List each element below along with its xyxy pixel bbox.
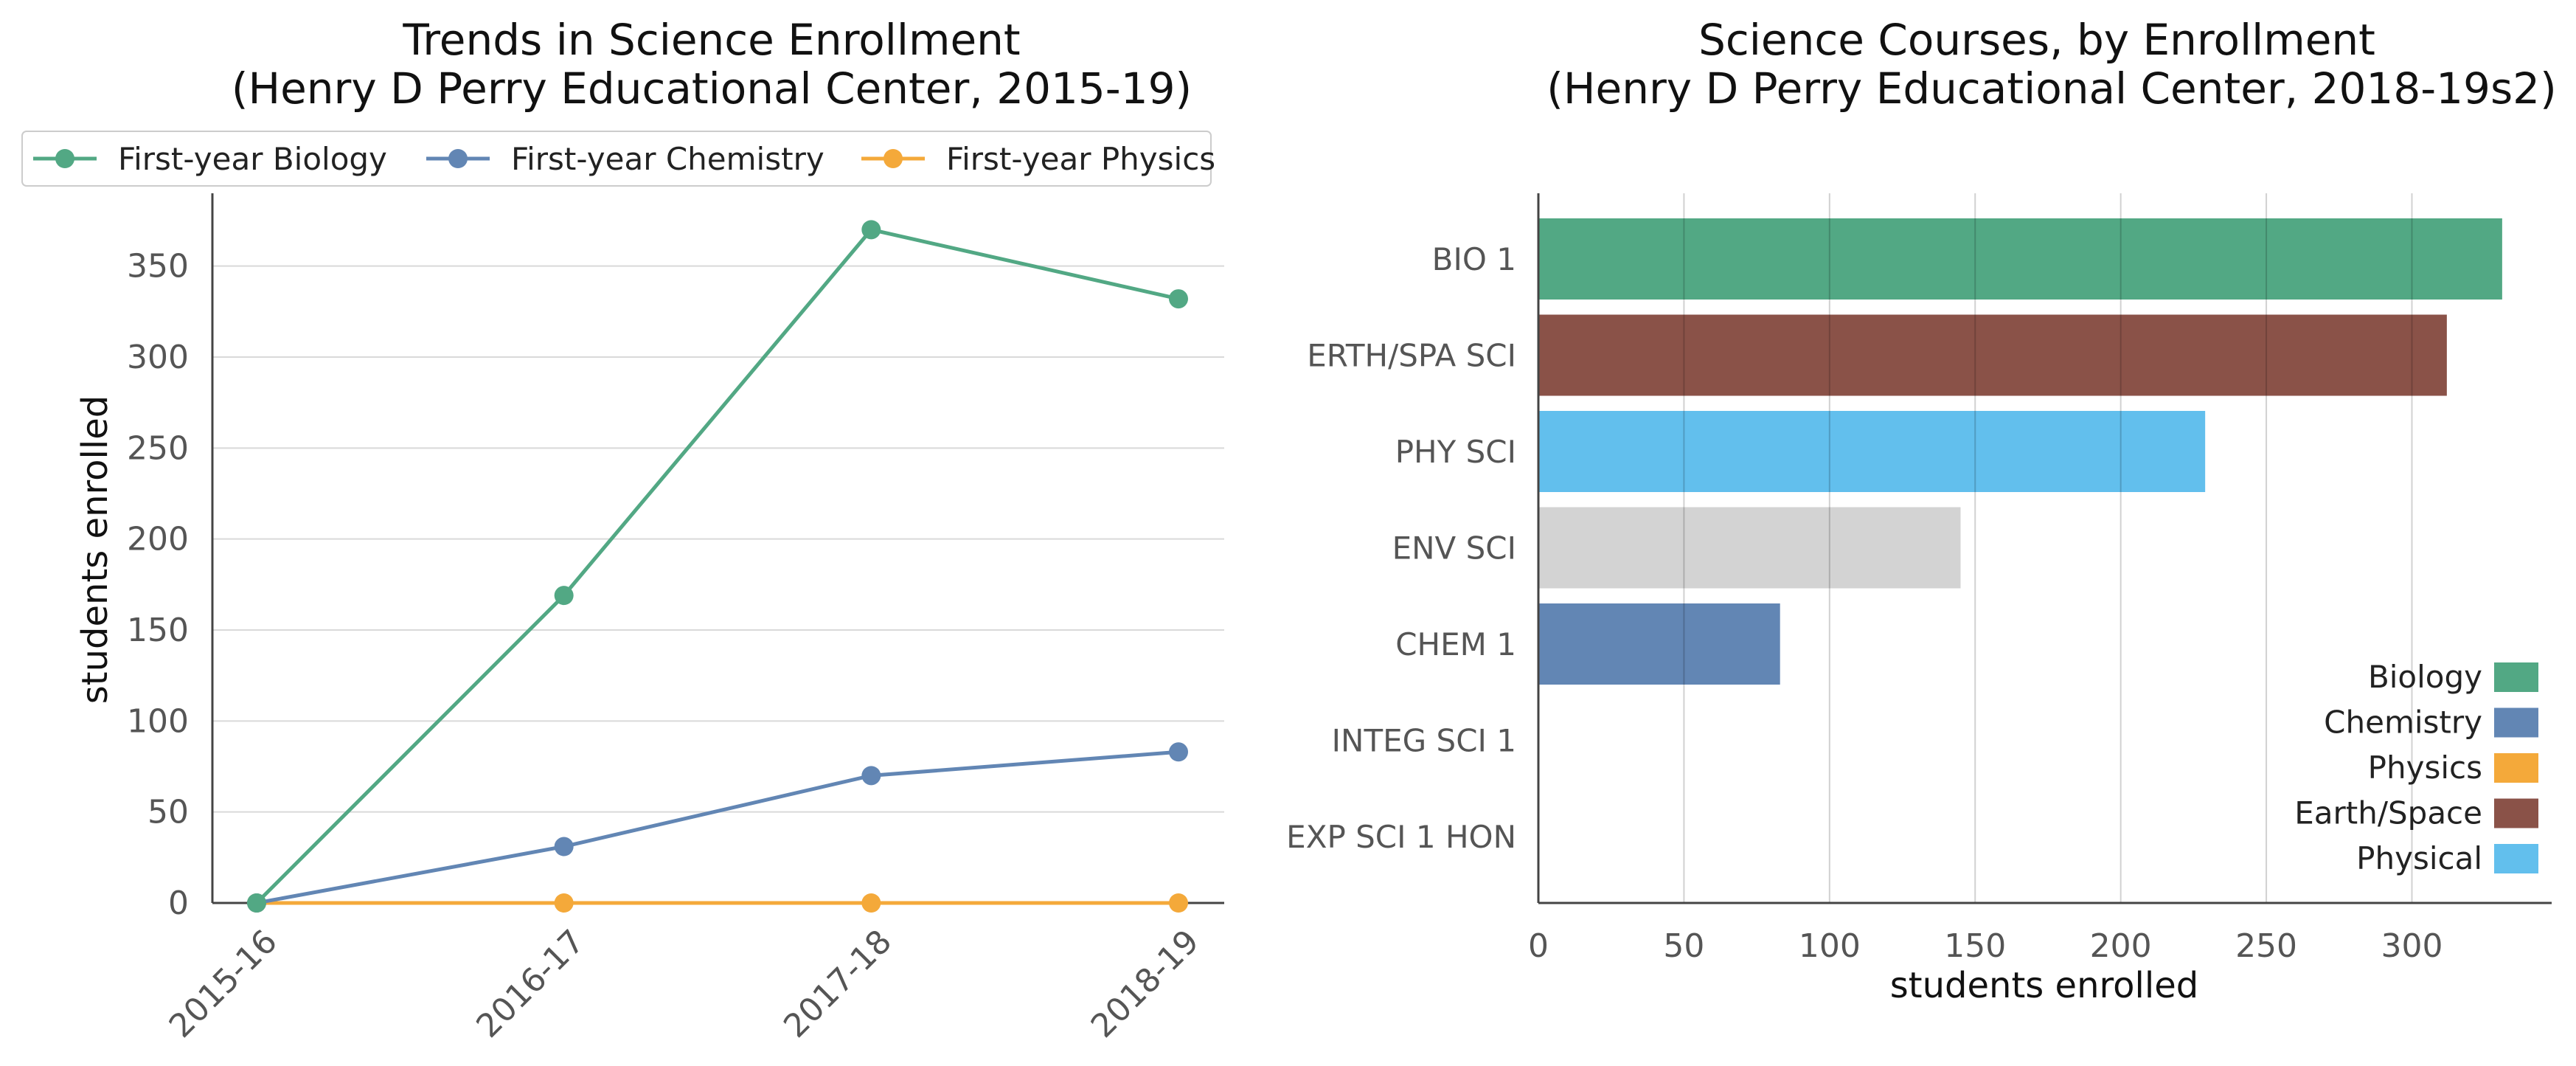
bar <box>1538 314 2447 396</box>
line-chart-y-tick-label: 250 <box>127 429 189 467</box>
bar-chart-x-tick-label: 250 <box>2235 927 2297 965</box>
legend-swatch <box>2494 798 2538 828</box>
bar-chart-category-label: PHY SCI <box>1395 434 1516 470</box>
line-chart-x-tick-label: 2016-17 <box>469 923 591 1045</box>
data-point <box>554 586 574 606</box>
line-chart-y-tick-label: 200 <box>127 521 189 558</box>
data-point <box>247 893 266 913</box>
line-chart-y-tick-label: 150 <box>127 612 189 649</box>
series-first-year-chemistry <box>247 742 1188 913</box>
bar-chart-category-label: ERTH/SPA SCI <box>1307 338 1516 374</box>
line-chart-y-tick-label: 50 <box>147 794 189 831</box>
line-chart-title: Trends in Science Enrollment <box>402 15 1020 65</box>
bar-chart-category-label: INTEG SCI 1 <box>1332 723 1516 759</box>
bar-chart-category-label: CHEM 1 <box>1395 626 1516 662</box>
line-chart-legend: First-year Biology First-year Chemistry Fi… <box>21 131 1215 187</box>
legend-label: First-year Biology <box>118 141 387 177</box>
line-chart-subtitle: (Henry D Perry Educational Center, 2015-… <box>232 63 1192 114</box>
bar-chart-x-tick-label: 200 <box>2090 927 2152 965</box>
line-chart-x-tick-label: 2018-19 <box>1084 923 1207 1045</box>
bar <box>1538 507 1961 589</box>
bar-chart-x-tick-label: 150 <box>1944 927 2006 965</box>
line-chart-y-ticks: 0 50 100 150 200 250 300 350 <box>127 248 189 922</box>
bar-chart-grid <box>1683 193 2413 903</box>
bar-chart-axes <box>1537 193 2552 904</box>
bar <box>1538 218 2502 300</box>
line-chart-series <box>247 220 1188 913</box>
bar-chart-x-axis-label: students enrolled <box>1890 965 2198 1006</box>
bar-chart-title: Science Courses, by Enrollment <box>1698 15 2375 65</box>
legend-marker <box>883 149 903 168</box>
line-chart-x-tick-label: 2015-16 <box>162 923 285 1045</box>
bar-chart-x-tick-label: 300 <box>2381 927 2443 965</box>
bar <box>1538 411 2206 492</box>
line-chart-x-tick-label: 2017-18 <box>777 923 899 1045</box>
data-point <box>1169 289 1188 309</box>
data-point <box>1169 893 1188 913</box>
bar-chart-category-label: BIO 1 <box>1432 241 1516 277</box>
bar-chart-subtitle: (Henry D Perry Educational Center, 2018-… <box>1546 63 2556 114</box>
legend-swatch <box>2494 662 2538 692</box>
legend-swatch <box>2494 753 2538 783</box>
bar-chart-x-tick-label: 0 <box>1528 927 1549 965</box>
data-point <box>1169 742 1188 762</box>
series-first-year-biology <box>247 220 1188 913</box>
legend-swatch <box>2494 844 2538 873</box>
data-point <box>861 766 881 786</box>
bar-chart-x-ticks: 0 50 100 150 200 250 300 <box>1528 927 2443 965</box>
legend-label: Physical <box>2356 840 2482 876</box>
line-chart-y-tick-label: 350 <box>127 248 189 285</box>
series-line <box>256 750 1179 905</box>
line-chart-legend-frame <box>21 131 1212 187</box>
bar-chart-x-tick-label: 100 <box>1799 927 1861 965</box>
series-first-year-physics <box>247 893 1188 913</box>
data-point <box>861 893 881 913</box>
data-point <box>861 220 881 240</box>
line-chart-y-axis-label: students enrolled <box>74 395 116 704</box>
line-chart: Trends in Science Enrollment (Henry D Pe… <box>21 15 1224 1045</box>
legend-label: Chemistry <box>2324 705 2482 741</box>
data-point <box>554 837 574 856</box>
bar-chart-category-label: EXP SCI 1 HON <box>1286 819 1516 855</box>
legend-label: Physics <box>2368 750 2482 786</box>
legend-label: Earth/Space <box>2294 795 2482 831</box>
legend-label: First-year Physics <box>946 141 1215 177</box>
legend-marker <box>448 149 468 168</box>
bar <box>1538 603 1780 685</box>
bar-chart: Science Courses, by Enrollment (Henry D … <box>1286 15 2557 1006</box>
line-chart-y-tick-label: 100 <box>127 702 189 740</box>
bar-chart-category-labels: BIO 1 ERTH/SPA SCI PHY SCI ENV SCI CHEM 1 INT… <box>1286 241 1516 855</box>
series-line <box>255 227 1179 904</box>
bar-chart-category-label: ENV SCI <box>1392 530 1516 567</box>
line-chart-grid <box>212 265 1224 813</box>
legend-label: First-year Chemistry <box>511 141 824 177</box>
line-chart-y-tick-label: 0 <box>168 885 189 922</box>
bar-chart-bars <box>1538 218 2502 685</box>
bar-chart-x-tick-label: 50 <box>1663 927 1704 965</box>
legend-marker <box>55 149 74 168</box>
data-point <box>554 893 574 913</box>
bar-chart-legend: Biology Chemistry Physics Earth/Space Physic… <box>2294 659 2538 876</box>
legend-swatch <box>2494 707 2538 738</box>
line-chart-x-ticks: 2015-16 2016-17 2017-18 2018-19 <box>162 923 1207 1045</box>
line-chart-y-tick-label: 300 <box>127 339 189 376</box>
legend-label: Biology <box>2368 659 2482 695</box>
